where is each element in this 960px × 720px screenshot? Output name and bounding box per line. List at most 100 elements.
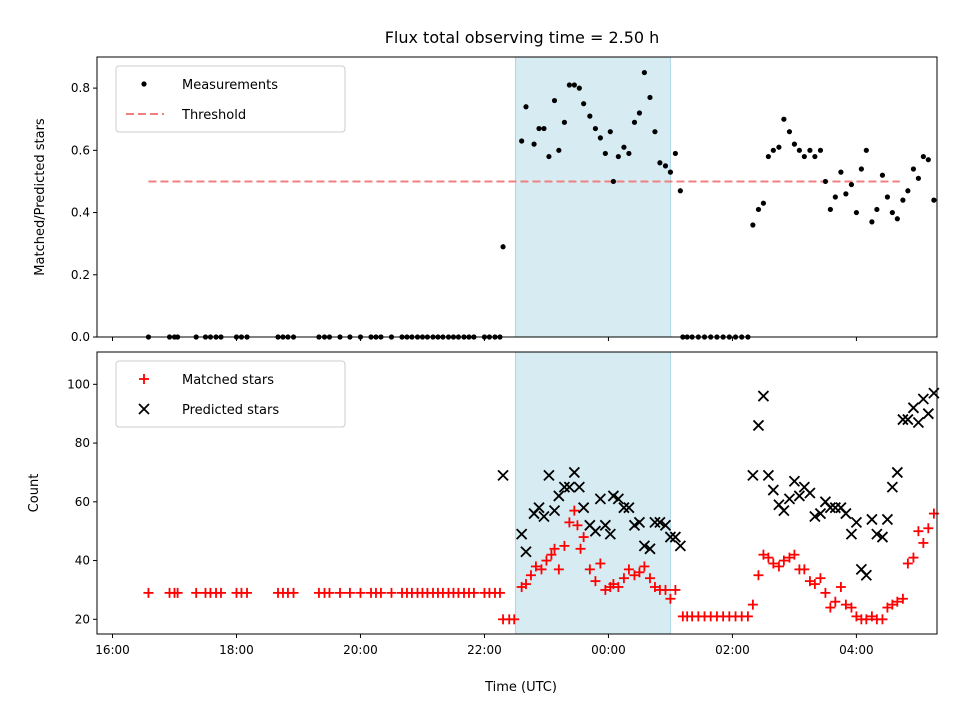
bottom-observing-window bbox=[514, 351, 671, 635]
predicted-star-point bbox=[669, 531, 682, 543]
measurement-point bbox=[910, 166, 917, 172]
measurement-point bbox=[920, 153, 926, 160]
measurement-point bbox=[541, 125, 547, 132]
predicted-star-point bbox=[573, 481, 585, 493]
measurement-point bbox=[801, 153, 807, 160]
matched-star-point bbox=[494, 587, 505, 598]
predicted-star-point bbox=[516, 528, 528, 540]
bottom-axes-frame bbox=[96, 351, 938, 635]
matched-star-point bbox=[742, 611, 753, 622]
bottom-legend: Matched stars Predicted stars bbox=[115, 360, 346, 428]
matched-star-point bbox=[809, 579, 820, 590]
measurement-point bbox=[615, 153, 621, 160]
matched-star-point bbox=[344, 587, 355, 598]
matched-star-point bbox=[815, 573, 826, 584]
y-tick-label: 0.2 bbox=[71, 268, 90, 282]
predicted-star-point bbox=[568, 466, 580, 479]
matched-star-point bbox=[846, 602, 857, 613]
predicted-star-point bbox=[594, 493, 607, 505]
measurement-point bbox=[869, 219, 875, 225]
measurement-point bbox=[571, 82, 577, 88]
measurement-point bbox=[607, 129, 613, 135]
measurement-point bbox=[874, 206, 880, 213]
matched-star-point bbox=[892, 596, 903, 607]
measurement-point bbox=[796, 147, 802, 153]
matched-star-point bbox=[324, 587, 335, 598]
matched-star-point bbox=[913, 526, 924, 537]
predicted-star-point bbox=[553, 490, 565, 502]
matched-star-point bbox=[139, 374, 149, 384]
predicted-star-point bbox=[578, 502, 590, 514]
measurement-point bbox=[576, 85, 582, 91]
matched-star-point bbox=[541, 555, 552, 566]
predicted-star-point bbox=[612, 493, 624, 505]
predicted-star-point bbox=[638, 540, 651, 552]
matched-star-point bbox=[578, 532, 589, 543]
matched-star-point bbox=[546, 549, 557, 560]
matched-star-point bbox=[468, 587, 479, 598]
matched-star-point bbox=[902, 558, 913, 569]
measurement-point bbox=[894, 216, 900, 222]
matched-star-point bbox=[830, 596, 841, 607]
matched-star-point bbox=[355, 587, 366, 598]
y-tick-label: 0.8 bbox=[71, 81, 90, 95]
measurement-point bbox=[905, 188, 911, 194]
measurement-point bbox=[781, 116, 787, 122]
predicted-star-point bbox=[533, 502, 545, 514]
matched-star-point bbox=[584, 564, 595, 575]
measurement-point bbox=[822, 178, 829, 185]
measurement-point bbox=[566, 82, 572, 88]
measurement-point bbox=[652, 129, 658, 135]
predicted-star-point bbox=[649, 516, 661, 529]
measurement-point bbox=[832, 194, 838, 200]
predicted-star-point bbox=[633, 516, 646, 529]
matched-star-point bbox=[820, 587, 831, 598]
measurement-point bbox=[556, 147, 562, 153]
top-ticks: 0.0 0.2 0.4 0.6 0.8 bbox=[71, 81, 857, 344]
measurement-point bbox=[863, 147, 869, 153]
predicted-star-point bbox=[871, 528, 883, 540]
measurement-point bbox=[523, 104, 529, 110]
predicted-star-point bbox=[829, 502, 841, 514]
measurement-point bbox=[500, 244, 506, 250]
y-tick-label: 0.0 bbox=[71, 330, 90, 344]
measurement-point bbox=[838, 169, 844, 175]
matched-star-point bbox=[575, 543, 586, 554]
legend-box bbox=[115, 360, 346, 428]
matched-star-point bbox=[799, 564, 810, 575]
predicted-star-point bbox=[866, 513, 878, 526]
matched-star-point bbox=[753, 570, 764, 581]
measurement-point bbox=[931, 197, 937, 203]
bottom-marks bbox=[143, 387, 940, 625]
matched-star-point bbox=[768, 558, 779, 569]
measurement-point bbox=[641, 69, 647, 76]
matched-star-point bbox=[386, 587, 397, 598]
predicted-star-point bbox=[793, 490, 806, 502]
measurement-point bbox=[631, 119, 638, 125]
measurement-point bbox=[546, 153, 552, 160]
matched-star-point bbox=[569, 505, 580, 516]
matched-star-point bbox=[773, 561, 784, 572]
measurement-point bbox=[602, 150, 608, 157]
predicted-star-point bbox=[558, 481, 571, 493]
predicted-star-point bbox=[520, 546, 532, 558]
matched-star-point bbox=[644, 573, 655, 584]
measurement-point bbox=[755, 206, 762, 213]
measurement-point bbox=[610, 178, 616, 185]
matched-star-point bbox=[918, 537, 929, 548]
y-tick-label: 100 bbox=[67, 377, 90, 391]
x-tick-label: 18:00 bbox=[219, 643, 254, 657]
x-tick-label: 22:00 bbox=[467, 643, 502, 657]
measurement-point bbox=[760, 200, 767, 206]
measurement-point bbox=[657, 160, 663, 166]
x-tick-label: 16:00 bbox=[95, 643, 130, 657]
predicted-star-point bbox=[497, 469, 509, 482]
predicted-star-point bbox=[809, 510, 821, 523]
matched-star-point bbox=[835, 582, 846, 592]
top-axes-frame bbox=[96, 56, 938, 338]
matched-star-point bbox=[618, 573, 629, 584]
matched-star-point bbox=[634, 567, 645, 578]
matched-star-point bbox=[525, 570, 536, 581]
measurement-point bbox=[791, 141, 798, 147]
